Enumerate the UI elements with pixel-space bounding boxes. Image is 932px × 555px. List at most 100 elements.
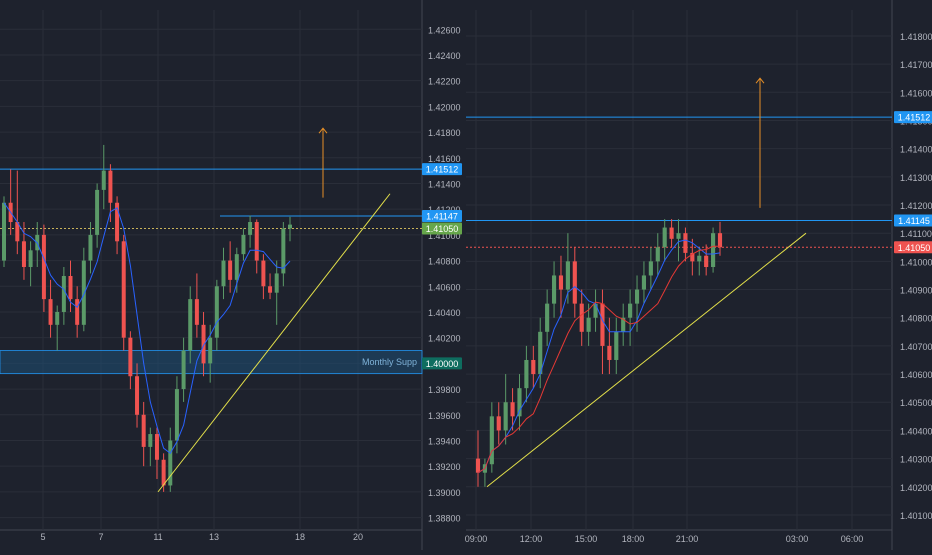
panel-0-x-tick-label: 18 — [295, 532, 305, 542]
candle-body — [717, 233, 723, 248]
panel-0-price-tag — [422, 222, 462, 235]
panel-1-y-tick-label: 1.41800 — [900, 32, 932, 42]
candle-body — [510, 402, 515, 417]
panel-0-price-tag — [422, 163, 462, 176]
candle-body — [579, 303, 584, 332]
candle-body — [21, 241, 26, 267]
panel-0-y-tick-label: 1.39800 — [428, 385, 461, 395]
panel-1-y-tick-label: 1.41300 — [900, 173, 932, 183]
panel-0-x-tick-label: 11 — [153, 532, 162, 542]
candle-body — [690, 252, 695, 262]
candle-body — [614, 331, 619, 360]
panel-1-x-tick-label: 06:00 — [841, 534, 864, 544]
panel-1-y-tick-label: 1.41100 — [900, 229, 932, 239]
candle-body — [188, 299, 193, 351]
candle-body — [496, 416, 501, 431]
candle-body — [121, 241, 126, 338]
candle-body — [75, 299, 80, 325]
panel-0-x-tick-label: 20 — [353, 532, 363, 542]
panel-1-x-tick-label: 18:00 — [622, 534, 645, 544]
panel-0-ma-fast — [3, 202, 291, 455]
candle-body — [95, 189, 100, 235]
candle-body — [248, 222, 253, 235]
panel-0-y-tick-label: 1.42000 — [428, 102, 461, 112]
candle-body — [181, 350, 186, 390]
candle-body — [531, 359, 536, 375]
candle-body — [586, 317, 591, 332]
candle-body — [201, 324, 206, 364]
candle-body — [475, 458, 481, 473]
panel-0-y-tick-label: 1.41800 — [428, 128, 461, 138]
panel-0-y-tick-label: 1.41000 — [428, 231, 461, 241]
candle-body — [161, 459, 166, 486]
candle-body — [108, 170, 113, 203]
candle-body — [228, 260, 233, 280]
panel-0-y-tick-label: 1.42200 — [428, 77, 461, 87]
panel-0-y-tick-label: 1.42400 — [428, 51, 461, 61]
candle-body — [538, 331, 543, 375]
panel-0-x-tick-label: 13 — [209, 532, 219, 542]
candle-body — [28, 250, 33, 267]
panel-0-price-tag — [422, 209, 462, 222]
candle-body — [662, 227, 667, 248]
candle-body — [288, 224, 292, 229]
candle-body — [194, 299, 199, 325]
candle-body — [628, 303, 633, 318]
candle-body — [168, 440, 173, 486]
panel-1-y-tick-label: 1.41200 — [900, 201, 932, 211]
panel-1-y-tick-label: 1.40700 — [900, 342, 932, 352]
candle-body — [648, 261, 653, 276]
panel-0-y-tick-label: 1.38800 — [428, 514, 461, 524]
candle-body — [683, 233, 688, 253]
panel-0-y-tick-label: 1.41400 — [428, 179, 461, 189]
candle-body — [697, 255, 702, 262]
panel-1-price-tag-text: 1.41145 — [898, 216, 930, 226]
panel-1-y-tick-label: 1.40600 — [900, 370, 932, 380]
candle-body — [517, 388, 522, 417]
panel-1-x-tick-label: 12:00 — [520, 534, 543, 544]
candle-body — [641, 275, 647, 290]
candle-body — [281, 228, 286, 274]
candle-body — [115, 202, 120, 242]
monthly-support-label: Monthly Supp — [362, 357, 417, 367]
candle-body — [128, 337, 133, 377]
candle-body — [607, 345, 612, 360]
panel-1-y-tick-label: 1.40300 — [900, 455, 932, 465]
panel-1-y-tick-label: 1.41700 — [900, 60, 932, 70]
panel-0-price-tag-text: 1.41050 — [426, 224, 459, 234]
panel-1-price-tag-text: 1.41512 — [898, 113, 931, 123]
candle-body — [669, 227, 674, 239]
panel-0-y-tick-label: 1.40600 — [428, 282, 461, 292]
panel-0-price-tag-text: 1.41512 — [426, 165, 459, 175]
candle-body — [208, 337, 213, 364]
panel-1-x-tick-label: 03:00 — [786, 534, 809, 544]
panel-1-price-tag-text: 1.41050 — [898, 243, 931, 253]
panel-0-y-tick-label: 1.40400 — [428, 308, 461, 318]
candle-body — [600, 303, 605, 346]
panel-0-trendline — [157, 193, 391, 493]
candle-body — [704, 255, 709, 267]
panel-0-arrow-head — [318, 127, 328, 134]
candle-body — [551, 275, 557, 304]
candle-body — [214, 286, 219, 338]
panel-0-price-tag-text: 1.41147 — [426, 211, 458, 221]
panel-0-x-tick-label: 7 — [98, 532, 103, 542]
candle-body — [558, 275, 564, 290]
panel-0-y-tick-label: 1.39600 — [428, 411, 461, 421]
panel-0-y-tick-label: 1.39200 — [428, 462, 461, 472]
candle-body — [711, 233, 716, 267]
panel-1-ma-slow — [477, 245, 720, 474]
panel-1-y-tick-label: 1.40400 — [900, 426, 932, 436]
candle-body — [572, 261, 577, 304]
panel-1-price-tag — [894, 214, 932, 227]
panel-0-price-tag-text: 1.40000 — [426, 359, 459, 369]
panel-1-x-tick-label: 15:00 — [575, 534, 598, 544]
candle-body — [154, 434, 159, 460]
panel-0-price-tag — [422, 357, 462, 370]
candle-body — [545, 303, 550, 332]
candle-body — [489, 416, 494, 465]
panel-1-ma-fast — [477, 239, 721, 474]
panel-1-y-tick-label: 1.41400 — [900, 145, 932, 155]
